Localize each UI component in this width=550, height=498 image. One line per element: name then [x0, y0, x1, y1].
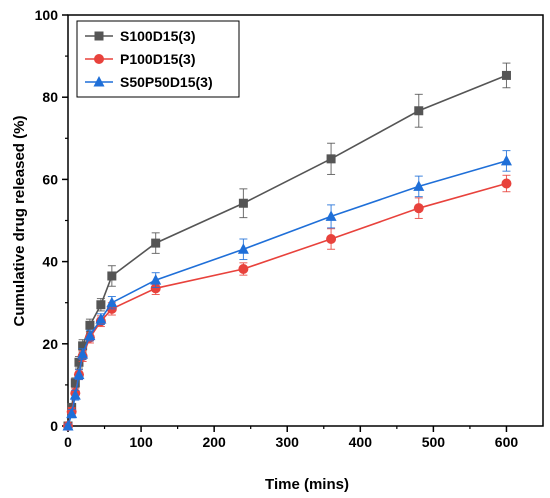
legend-marker	[93, 76, 105, 87]
legend-marker	[94, 31, 104, 41]
data-point	[62, 420, 74, 431]
legend-marker	[94, 54, 104, 64]
y-axis-title: Cumulative drug released (%)	[11, 116, 28, 327]
data-point	[85, 320, 95, 330]
data-point	[106, 296, 118, 308]
legend-label: S50P50D15(3)	[120, 74, 213, 90]
y-tick-label: 0	[50, 418, 58, 434]
series-line	[67, 182, 507, 427]
series-P100D15(3)	[63, 174, 512, 431]
x-tick-label: 500	[422, 434, 446, 450]
legend: S100D15(3) P100D15(3) S50P50D15(3)	[76, 20, 240, 98]
series-layer	[62, 62, 512, 431]
data-point	[150, 283, 161, 294]
data-point	[77, 348, 89, 359]
data-point	[237, 243, 249, 254]
data-point	[107, 271, 117, 281]
y-tick-label: 20	[42, 336, 58, 352]
data-point	[69, 389, 81, 400]
data-point	[84, 329, 96, 341]
x-tick-label: 300	[276, 434, 300, 450]
data-point	[413, 180, 425, 191]
series-S50P50D15(3)	[62, 150, 512, 431]
data-point	[326, 233, 337, 244]
data-point	[73, 368, 85, 380]
data-point	[150, 274, 162, 285]
data-point	[95, 313, 107, 324]
x-tick-label: 0	[64, 434, 72, 450]
data-point	[413, 203, 424, 214]
y-tick-label: 100	[35, 7, 59, 23]
data-point	[500, 154, 512, 166]
y-tick-label: 80	[42, 89, 58, 105]
series-line	[67, 74, 507, 427]
data-point	[66, 407, 78, 419]
y-tick-label: 60	[42, 171, 58, 187]
legend-label: S100D15(3)	[120, 28, 196, 44]
series-line	[67, 160, 507, 427]
series-S100D15(3)	[63, 62, 511, 431]
data-point	[70, 378, 80, 388]
x-tick-label: 200	[202, 434, 226, 450]
legend-label: P100D15(3)	[120, 51, 196, 67]
data-point	[238, 263, 249, 274]
x-tick-label: 100	[129, 434, 153, 450]
data-point	[96, 300, 106, 310]
axes: 0 100 200 300 400 500 600 0 20 40 60 80 100	[35, 7, 544, 450]
data-point	[151, 238, 161, 248]
x-tick-label: 400	[349, 434, 373, 450]
x-axis-title: Time (mins)	[265, 476, 349, 493]
data-point	[501, 70, 511, 80]
data-point	[74, 357, 84, 367]
data-point	[78, 341, 88, 351]
data-point	[325, 210, 337, 221]
data-point	[414, 106, 424, 116]
y-tick-label: 40	[42, 254, 58, 270]
data-point	[501, 178, 512, 189]
data-point	[238, 198, 248, 208]
data-point	[326, 154, 336, 164]
x-tick-label: 600	[495, 434, 519, 450]
